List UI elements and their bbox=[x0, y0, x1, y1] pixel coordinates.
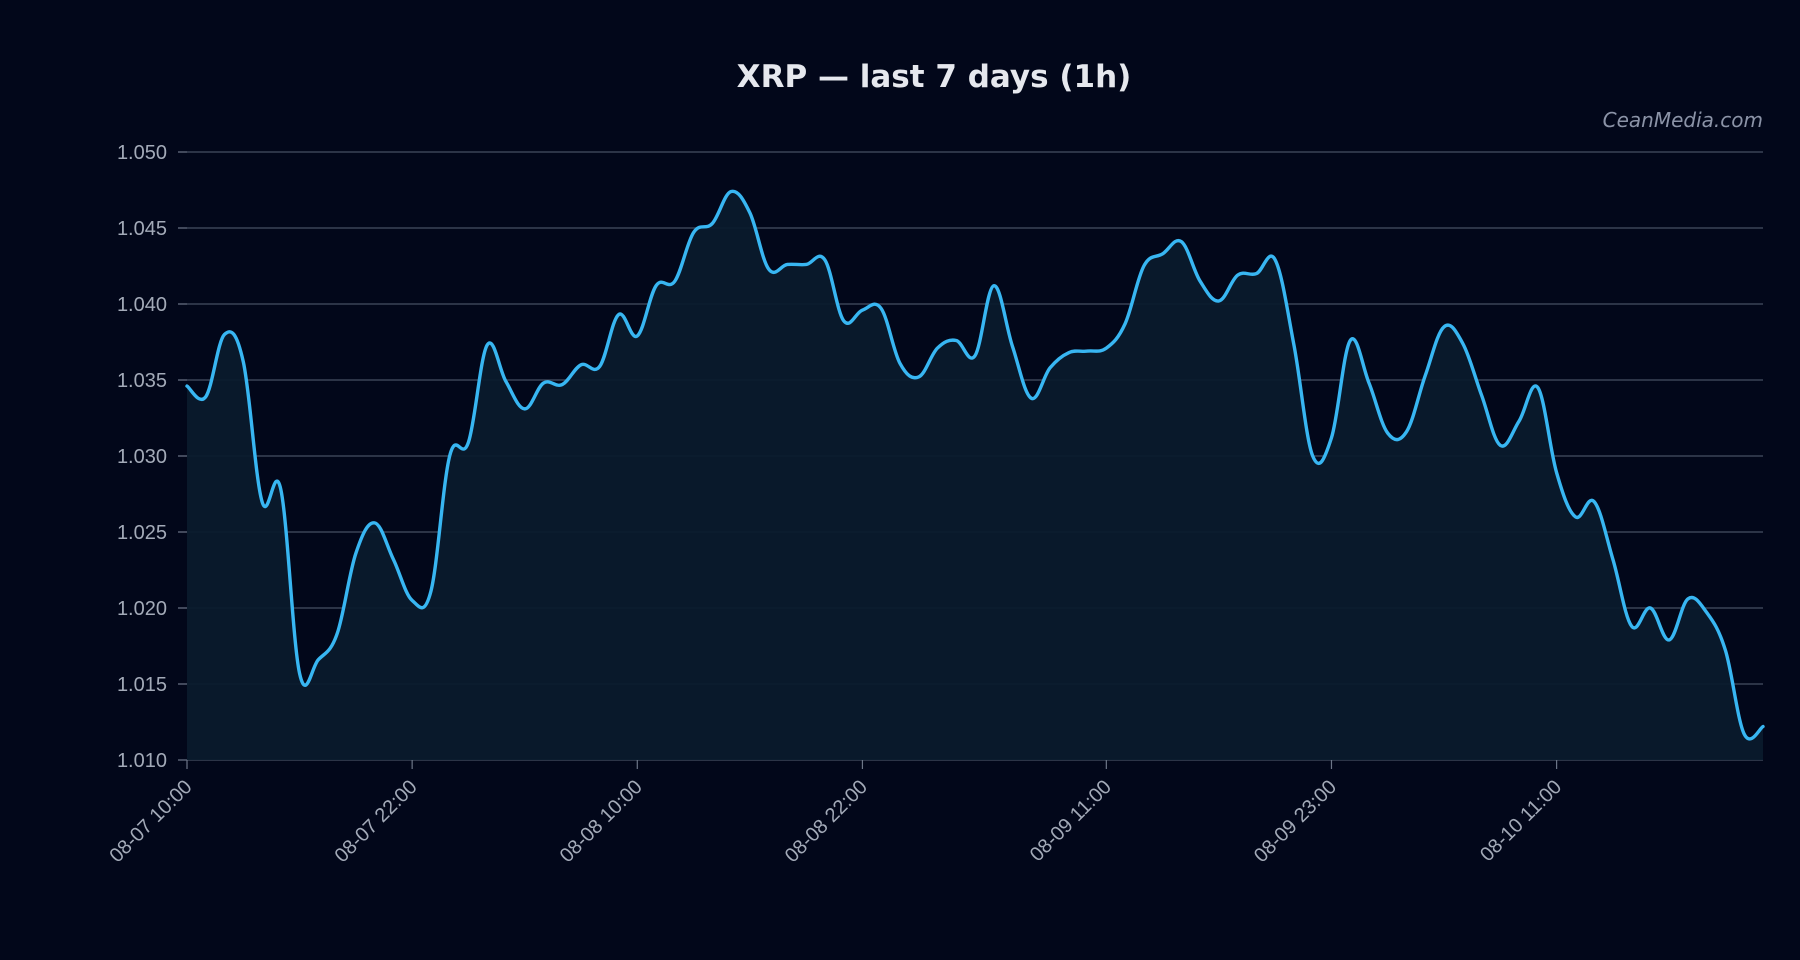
area-fill bbox=[187, 191, 1763, 761]
price-series-line bbox=[185, 189, 1765, 741]
chart-title: XRP — last 7 days (1h) bbox=[737, 59, 1132, 95]
x-axis: 08-07 10:00 08-07 22:00 08-08 10:00 08-08 2… bbox=[105, 760, 1566, 867]
x-tick-label: 08-07 22:00 bbox=[331, 776, 422, 867]
y-tick-label: 1.030 bbox=[117, 446, 167, 468]
y-axis: 1.050 1.045 1.040 1.035 1.030 1.025 1.020 1.015… bbox=[117, 142, 187, 772]
watermark-text: CeanMedia.com bbox=[1603, 108, 1763, 132]
x-tick-label: 08-09 11:00 bbox=[1026, 776, 1116, 866]
x-tick-label: 08-08 10:00 bbox=[556, 776, 647, 867]
y-tick-label: 1.010 bbox=[117, 750, 167, 772]
x-tick-label: 08-10 11:00 bbox=[1476, 776, 1566, 866]
y-tick-label: 1.015 bbox=[117, 674, 167, 696]
area-fill-group bbox=[187, 191, 1763, 761]
series-line-group bbox=[185, 189, 1765, 741]
x-tick-label: 08-07 10:00 bbox=[105, 776, 196, 867]
y-tick-label: 1.040 bbox=[117, 294, 167, 316]
x-tick-label: 08-09 23:00 bbox=[1250, 776, 1341, 867]
y-tick-label: 1.020 bbox=[117, 598, 167, 620]
y-tick-label: 1.025 bbox=[117, 522, 167, 544]
y-tick-label: 1.045 bbox=[117, 218, 167, 240]
x-tick-label: 08-08 22:00 bbox=[781, 776, 872, 867]
y-tick-label: 1.050 bbox=[117, 142, 167, 164]
y-tick-label: 1.035 bbox=[117, 370, 167, 392]
